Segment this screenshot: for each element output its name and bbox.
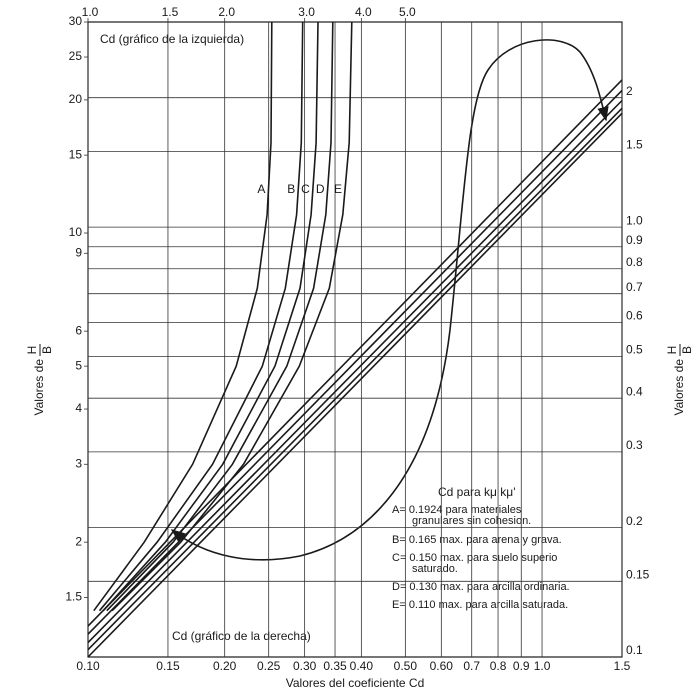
y-axis-label: Valores de H B [25, 344, 54, 415]
y2-label-num: H [665, 346, 679, 355]
y-tick-label: 25 [69, 49, 83, 63]
y-label-num: H [25, 346, 39, 355]
x-tick-label: 0.10 [76, 659, 100, 673]
curve-label: E [334, 182, 342, 196]
x-tick-label: 0.50 [394, 659, 418, 673]
y2-tick-label: 0.6 [626, 309, 643, 323]
y2-tick-label: 1.5 [626, 138, 643, 152]
y2-tick-label: 1.0 [626, 213, 643, 227]
y2-tick-label: 0.2 [626, 514, 643, 528]
x-tick-label: 1.5 [614, 659, 631, 673]
curve-label: D [316, 182, 325, 196]
y-tick-label: 6 [75, 323, 82, 337]
series-line [87, 89, 623, 635]
y-tick-label: 4 [75, 401, 82, 415]
notes: Cd para kμ kμ' A= 0.1924 para materiales… [392, 485, 570, 611]
series-line [98, 21, 304, 612]
x-tick-label: 0.30 [293, 659, 317, 673]
x2-tick-label: 5.0 [399, 5, 416, 19]
y-tick-label: 10 [69, 225, 83, 239]
y2-tick-label: 0.4 [626, 384, 643, 398]
y2-tick-label: 0.9 [626, 233, 643, 247]
y-tick-label: 5 [75, 358, 82, 372]
indicator-curve [170, 39, 609, 561]
y2-label-text: Valores de [672, 359, 686, 416]
series-line [102, 21, 319, 612]
series-line [87, 107, 623, 651]
note: E= 0.110 max. para arcilla saturada. [392, 599, 568, 611]
x2-tick-label: 1.0 [82, 5, 99, 19]
y-tick-label: 1.5 [65, 590, 82, 604]
y2-axis-label: Valores de H B [665, 344, 694, 415]
x-tick-label: 0.8 [490, 659, 507, 673]
x-tick-label: 0.7 [463, 659, 480, 673]
note: Cd para kμ kμ' [438, 485, 515, 499]
annotation: Cd (gráfico de la izquierda) [100, 32, 244, 46]
y2-tick-label: 2 [626, 84, 633, 98]
x-tick-label: 0.25 [257, 659, 281, 673]
x2-tick-label: 4.0 [355, 5, 372, 19]
curve-label: A [257, 182, 265, 196]
x-tick-label: 0.40 [350, 659, 374, 673]
x-tick-label: 0.9 [513, 659, 530, 673]
y2-tick-label: 0.3 [626, 438, 643, 452]
x-axis-label: Valores del coeficiente Cd [286, 676, 425, 690]
annotation: Cd (gráfico de la derecha) [172, 629, 311, 643]
y2-tick-label: 0.15 [626, 567, 650, 581]
series-line [87, 99, 623, 644]
series-line [93, 21, 273, 612]
y-tick-label: 2 [75, 534, 82, 548]
y-tick-label: 3 [75, 456, 82, 470]
y2-label-den: B [680, 346, 694, 354]
series-line [87, 112, 623, 658]
x-tick-label: 0.60 [430, 659, 454, 673]
x2-tick-label: 3.0 [298, 5, 315, 19]
y2-tick-label: 0.8 [626, 255, 643, 269]
note: D= 0.130 max. para arcilla ordinaria. [392, 581, 570, 593]
y-tick-label: 9 [75, 245, 82, 259]
x-tick-label: 1.0 [534, 659, 551, 673]
y-label-den: B [40, 346, 54, 354]
note: A= 0.1924 para materiales [392, 504, 522, 516]
y2-tick-label: 0.5 [626, 343, 643, 357]
x2-tick-label: 1.5 [162, 5, 179, 19]
x-tick-label: 0.15 [156, 659, 180, 673]
x2-tick-label: 2.0 [218, 5, 235, 19]
note: C= 0.150 max. para suelo superio [392, 552, 557, 564]
note: B= 0.165 max. para arena y grava. [392, 534, 562, 546]
series-line [87, 79, 623, 627]
y-label-text: Valores de [32, 359, 46, 416]
x-tick-label: 0.20 [213, 659, 237, 673]
y2-tick-label: 0.7 [626, 280, 643, 294]
y-tick-label: 20 [69, 92, 83, 106]
y2-tick-label: 0.1 [626, 643, 643, 657]
x-tick-label: 0.35 [323, 659, 347, 673]
note: saturado. [412, 563, 458, 575]
y-tick-label: 15 [69, 147, 83, 161]
curve-label: C [301, 182, 310, 196]
curve-label: B [287, 182, 295, 196]
y-tick-label: 30 [69, 14, 83, 28]
